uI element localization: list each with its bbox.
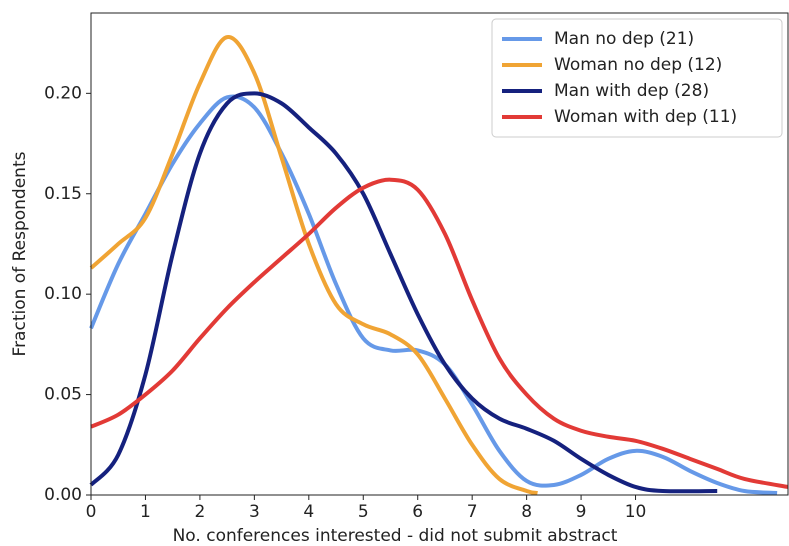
- x-tick-label: 8: [521, 502, 532, 522]
- x-tick-label: 7: [467, 502, 478, 522]
- line: [90, 177, 789, 489]
- line: [89, 35, 538, 495]
- legend-frame: [491, 18, 783, 138]
- x-tick-label: 6: [412, 502, 423, 522]
- y-axis-label: Fraction of Respondents: [10, 151, 30, 356]
- y-tick-label: 0.10: [44, 284, 82, 304]
- plot-frame: [90, 12, 789, 496]
- x-tick-label: 3: [249, 502, 260, 522]
- x-tick-label: 4: [303, 502, 314, 522]
- y-tick-label: 0.15: [44, 184, 82, 204]
- x-tick-label: 0: [86, 502, 97, 522]
- y-tick-label: 0.05: [44, 385, 82, 405]
- x-axis-label: No. conferences interested - did not sub…: [173, 526, 618, 546]
- y-tick-label: 0.20: [44, 83, 82, 103]
- legend-label: Man with dep (28): [554, 81, 709, 101]
- line: [89, 91, 718, 494]
- x-tick-label: 2: [194, 502, 205, 522]
- x-tick-label: 10: [625, 502, 647, 522]
- line: [89, 94, 778, 495]
- y-tick-label: 0.00: [44, 485, 82, 505]
- legend-label: Woman no dep (12): [554, 55, 722, 75]
- x-tick-label: 5: [358, 502, 369, 522]
- x-tick-label: 1: [140, 502, 151, 522]
- legend-label: Woman with dep (11): [554, 107, 737, 127]
- x-tick-label: 9: [576, 502, 587, 522]
- legend-label: Man no dep (21): [554, 29, 694, 49]
